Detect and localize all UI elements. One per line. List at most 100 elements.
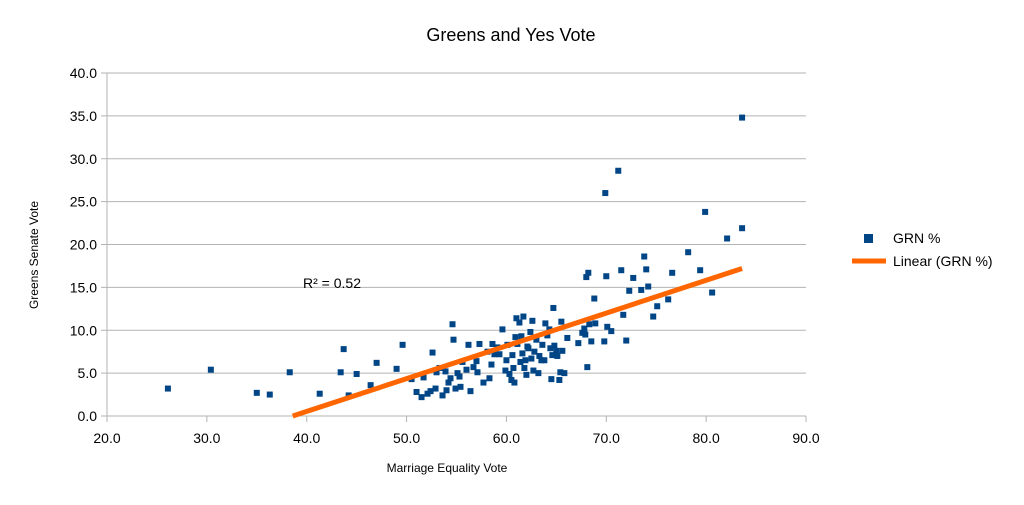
y-tick-label: 0.0 (78, 408, 98, 424)
data-point (650, 313, 657, 320)
data-point (591, 295, 598, 302)
data-point (496, 351, 503, 358)
x-tick-label: 40.0 (293, 430, 320, 446)
x-tick-label: 20.0 (93, 430, 120, 446)
data-point (367, 382, 374, 389)
data-point (739, 114, 746, 121)
data-point (470, 364, 477, 371)
x-tick-label: 90.0 (792, 430, 819, 446)
y-tick-label: 5.0 (78, 365, 98, 381)
data-point (645, 283, 652, 290)
data-point (509, 352, 516, 359)
data-point (511, 379, 518, 386)
data-point (602, 190, 609, 197)
legend-label-linear: Linear (GRN %) (893, 253, 993, 269)
data-point (522, 357, 529, 364)
x-axis-label: Marriage Equality Vote (387, 461, 508, 475)
data-point (697, 267, 704, 274)
data-point (525, 345, 532, 352)
data-point (553, 347, 560, 354)
data-point (393, 365, 400, 372)
data-point (550, 304, 557, 311)
data-point (476, 340, 483, 347)
data-point (535, 370, 542, 377)
data-point (439, 392, 446, 399)
y-tick-label: 40.0 (70, 65, 97, 81)
y-tick-label: 10.0 (70, 322, 97, 338)
data-point (561, 370, 568, 377)
data-point (433, 369, 440, 376)
data-point (583, 274, 590, 281)
legend: GRN % Linear (GRN %) (852, 230, 993, 269)
data-point (207, 366, 214, 373)
data-point (536, 352, 543, 359)
y-tick-label: 20.0 (70, 237, 97, 253)
data-point (530, 367, 537, 374)
data-point (603, 273, 610, 280)
data-point (519, 350, 526, 357)
data-point (643, 266, 650, 273)
trendline-group (291, 266, 743, 419)
data-point (399, 341, 406, 348)
data-point (665, 296, 672, 303)
data-point (531, 348, 538, 355)
data-point (739, 225, 746, 232)
data-point (452, 385, 459, 392)
data-point (541, 357, 548, 364)
legend-marker-grn (864, 234, 873, 243)
data-point (623, 337, 630, 344)
x-axis-ticks: 20.0 30.0 40.0 50.0 60.0 70.0 80.0 90.0 (93, 416, 820, 446)
data-point (463, 366, 470, 373)
data-point (669, 269, 676, 276)
data-point (449, 321, 456, 328)
data-point (506, 370, 513, 377)
legend-label-grn: GRN % (893, 230, 940, 246)
data-point (488, 361, 495, 368)
data-point (582, 331, 589, 338)
data-point (340, 346, 347, 353)
data-point (450, 336, 457, 343)
x-tick-label: 50.0 (393, 430, 420, 446)
data-point (557, 369, 564, 376)
data-point (473, 358, 480, 365)
data-point (608, 328, 615, 335)
data-point (465, 341, 472, 348)
y-tick-label: 30.0 (70, 151, 97, 167)
data-point (533, 336, 540, 343)
data-point (626, 287, 633, 294)
data-point (510, 364, 517, 371)
data-point (620, 311, 627, 318)
x-tick-label: 70.0 (593, 430, 620, 446)
data-point (551, 342, 558, 349)
data-point (641, 253, 648, 260)
data-point (518, 333, 525, 340)
data-point (499, 326, 506, 333)
data-point (521, 364, 528, 371)
data-point (604, 323, 611, 330)
data-point (556, 376, 563, 383)
data-point (547, 345, 554, 352)
y-tick-label: 15.0 (70, 279, 97, 295)
data-point (592, 320, 599, 327)
data-point (373, 359, 380, 366)
data-point (584, 364, 591, 371)
data-point (457, 383, 464, 390)
data-point (654, 303, 661, 310)
x-tick-label: 60.0 (493, 430, 520, 446)
data-point (467, 388, 474, 395)
data-point (528, 355, 535, 362)
chart-title: Greens and Yes Vote (426, 25, 595, 45)
data-point (517, 358, 524, 365)
data-point (586, 321, 593, 328)
data-point (502, 367, 509, 374)
data-point (513, 315, 520, 322)
data-point (601, 338, 608, 345)
data-point (353, 370, 360, 377)
y-axis-label: Greens Senate Vote (27, 201, 41, 309)
data-point (413, 388, 420, 395)
data-point (585, 269, 592, 276)
data-point (316, 390, 323, 397)
data-point (542, 320, 549, 327)
